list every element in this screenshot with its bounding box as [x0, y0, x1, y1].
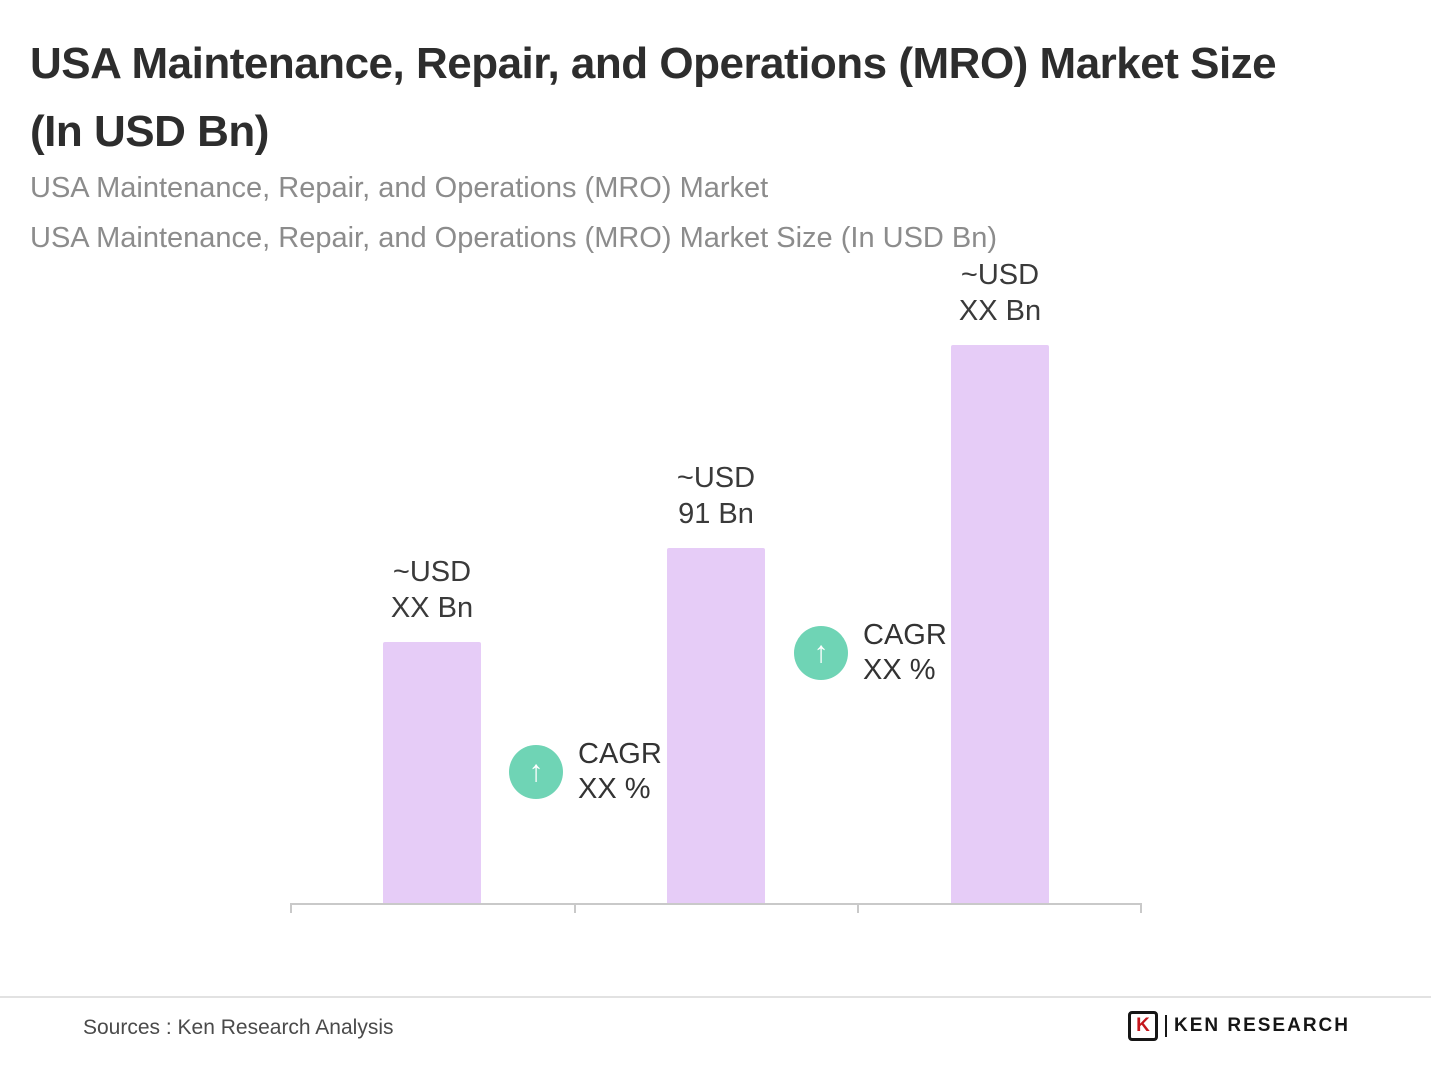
axis-tick: [573, 903, 576, 913]
bar-label-line2: XX Bn: [390, 591, 474, 624]
bar-group-3: ~USD XX Bn: [858, 255, 1142, 903]
cagr-label-line1: CAGR: [578, 738, 662, 770]
up-arrow-icon: ↑: [509, 744, 563, 799]
bar-group-1: ~USD XX Bn: [290, 255, 574, 903]
cagr-label-line2: XX %: [863, 653, 936, 686]
logo-text: KEN RESEARCH: [1173, 1015, 1350, 1036]
chart-subtitle-market-size: USA Maintenance, Repair, and Operations …: [30, 222, 998, 254]
bar-value-label: ~USD XX Bn: [959, 257, 1041, 330]
cagr-label-line2: XX %: [578, 772, 651, 805]
cagr-label: CAGR XX %: [863, 618, 947, 688]
x-axis-line: [290, 903, 1142, 913]
page-title: USA Maintenance, Repair, and Operations …: [30, 30, 1390, 166]
up-arrow-icon: ↑: [794, 625, 848, 680]
bar-label-line1: ~USD: [960, 258, 1040, 291]
bar-value-label: ~USD 91 Bn: [677, 460, 755, 533]
footer-divider: [0, 996, 1431, 998]
cagr-label: CAGR XX %: [578, 737, 662, 807]
bar-chart: ~USD XX Bn ~USD 91 Bn ~USD XX Bn: [290, 255, 1142, 913]
bar-group-2: ~USD 91 Bn: [574, 255, 858, 903]
axis-tick: [857, 903, 860, 913]
axis-tick: [290, 903, 292, 913]
cagr-annotation-2: ↑ CAGR XX %: [794, 618, 947, 688]
bar-rect: [667, 548, 765, 903]
cagr-label-line1: CAGR: [863, 619, 947, 651]
logo-k-icon: K: [1127, 1011, 1158, 1041]
axis-tick: [1140, 903, 1142, 913]
bar-rect: [951, 345, 1049, 903]
bar-label-line1: ~USD: [676, 461, 756, 494]
chart-subtitle-market: USA Maintenance, Repair, and Operations …: [30, 172, 769, 204]
cagr-annotation-1: ↑ CAGR XX %: [509, 737, 662, 807]
ken-research-logo: K KEN RESEARCH: [1127, 1011, 1350, 1041]
bar-label-line2: 91 Bn: [678, 497, 754, 530]
bar-label-line1: ~USD: [392, 555, 472, 588]
page-title-line1: USA Maintenance, Repair, and Operations …: [30, 39, 1277, 88]
bar-rect: [383, 642, 481, 903]
page-title-line2: (In USD Bn): [30, 107, 269, 157]
logo-separator: [1164, 1015, 1167, 1037]
bar-label-line2: XX Bn: [958, 294, 1042, 327]
sources-text: Sources : Ken Research Analysis: [83, 1016, 394, 1039]
bars-area: ~USD XX Bn ~USD 91 Bn ~USD XX Bn: [290, 255, 1142, 903]
bar-value-label: ~USD XX Bn: [391, 554, 473, 627]
